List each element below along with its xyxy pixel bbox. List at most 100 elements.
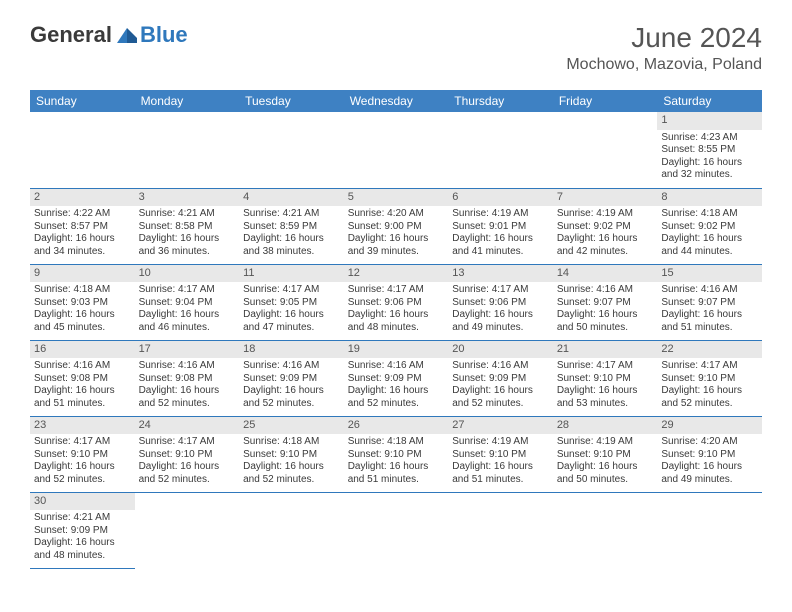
calendar-day-cell: 8Sunrise: 4:18 AMSunset: 9:02 PMDaylight… bbox=[657, 188, 762, 264]
weekday-header-row: SundayMondayTuesdayWednesdayThursdayFrid… bbox=[30, 90, 762, 112]
day-info-line: Daylight: 16 hours bbox=[34, 233, 131, 246]
day-number: 8 bbox=[657, 189, 762, 207]
day-info-line: Sunrise: 4:22 AM bbox=[34, 208, 131, 221]
day-info-line: Daylight: 16 hours bbox=[34, 461, 131, 474]
day-number: 17 bbox=[135, 341, 240, 359]
day-info-line: Sunrise: 4:17 AM bbox=[243, 284, 340, 297]
calendar-body: 1Sunrise: 4:23 AMSunset: 8:55 PMDaylight… bbox=[30, 112, 762, 568]
day-number: 16 bbox=[30, 341, 135, 359]
calendar-day-cell: 14Sunrise: 4:16 AMSunset: 9:07 PMDayligh… bbox=[553, 264, 658, 340]
day-info-line: Sunrise: 4:18 AM bbox=[243, 436, 340, 449]
day-number: 22 bbox=[657, 341, 762, 359]
day-number: 25 bbox=[239, 417, 344, 435]
day-info-line: and 39 minutes. bbox=[348, 246, 445, 259]
day-info-line: Sunset: 9:08 PM bbox=[34, 373, 131, 386]
day-number: 30 bbox=[30, 493, 135, 511]
day-info-line: Sunrise: 4:17 AM bbox=[661, 360, 758, 373]
day-info-line: Daylight: 16 hours bbox=[243, 233, 340, 246]
day-info-line: Sunrise: 4:17 AM bbox=[452, 284, 549, 297]
calendar-day-cell bbox=[553, 112, 658, 188]
day-info-line: and 51 minutes. bbox=[661, 322, 758, 335]
day-info-line: Daylight: 16 hours bbox=[661, 309, 758, 322]
day-info-line: Daylight: 16 hours bbox=[34, 385, 131, 398]
day-info-line: Sunset: 9:06 PM bbox=[452, 297, 549, 310]
day-info-line: Daylight: 16 hours bbox=[557, 385, 654, 398]
calendar-day-cell bbox=[344, 112, 449, 188]
day-info-line: Daylight: 16 hours bbox=[243, 385, 340, 398]
day-info-line: Sunset: 9:03 PM bbox=[34, 297, 131, 310]
day-info-line: Sunrise: 4:23 AM bbox=[661, 132, 758, 145]
day-info-line: and 52 minutes. bbox=[661, 398, 758, 411]
day-info-line: Sunrise: 4:20 AM bbox=[661, 436, 758, 449]
day-info-line: and 49 minutes. bbox=[452, 322, 549, 335]
calendar-day-cell: 12Sunrise: 4:17 AMSunset: 9:06 PMDayligh… bbox=[344, 264, 449, 340]
day-number: 5 bbox=[344, 189, 449, 207]
calendar-day-cell bbox=[448, 492, 553, 568]
day-info-line: and 52 minutes. bbox=[348, 398, 445, 411]
calendar-day-cell: 15Sunrise: 4:16 AMSunset: 9:07 PMDayligh… bbox=[657, 264, 762, 340]
calendar-day-cell: 13Sunrise: 4:17 AMSunset: 9:06 PMDayligh… bbox=[448, 264, 553, 340]
calendar-day-cell bbox=[135, 492, 240, 568]
day-info-line: Sunrise: 4:21 AM bbox=[34, 512, 131, 525]
calendar-week-row: 16Sunrise: 4:16 AMSunset: 9:08 PMDayligh… bbox=[30, 340, 762, 416]
calendar-day-cell: 17Sunrise: 4:16 AMSunset: 9:08 PMDayligh… bbox=[135, 340, 240, 416]
day-info-line: and 38 minutes. bbox=[243, 246, 340, 259]
calendar-day-cell bbox=[448, 112, 553, 188]
calendar-day-cell: 19Sunrise: 4:16 AMSunset: 9:09 PMDayligh… bbox=[344, 340, 449, 416]
day-info-line: Sunset: 9:09 PM bbox=[34, 525, 131, 538]
calendar-day-cell bbox=[135, 112, 240, 188]
day-info-line: Sunset: 9:02 PM bbox=[557, 221, 654, 234]
day-info-line: Sunrise: 4:16 AM bbox=[34, 360, 131, 373]
weekday-header: Sunday bbox=[30, 90, 135, 112]
calendar-day-cell: 6Sunrise: 4:19 AMSunset: 9:01 PMDaylight… bbox=[448, 188, 553, 264]
day-info-line: Daylight: 16 hours bbox=[139, 233, 236, 246]
day-number: 27 bbox=[448, 417, 553, 435]
day-info-line: Sunset: 9:07 PM bbox=[661, 297, 758, 310]
day-info-line: and 52 minutes. bbox=[139, 398, 236, 411]
day-info-line: and 36 minutes. bbox=[139, 246, 236, 259]
day-number: 9 bbox=[30, 265, 135, 283]
day-info-line: Sunrise: 4:17 AM bbox=[34, 436, 131, 449]
day-info-line: Sunrise: 4:20 AM bbox=[348, 208, 445, 221]
day-info-line: and 52 minutes. bbox=[243, 398, 340, 411]
day-info-line: Sunrise: 4:21 AM bbox=[243, 208, 340, 221]
day-info-line: and 51 minutes. bbox=[452, 474, 549, 487]
header: General Blue June 2024 Mochowo, Mazovia,… bbox=[0, 0, 792, 82]
day-info-line: and 51 minutes. bbox=[348, 474, 445, 487]
calendar-day-cell: 2Sunrise: 4:22 AMSunset: 8:57 PMDaylight… bbox=[30, 188, 135, 264]
calendar-day-cell: 20Sunrise: 4:16 AMSunset: 9:09 PMDayligh… bbox=[448, 340, 553, 416]
calendar-day-cell: 10Sunrise: 4:17 AMSunset: 9:04 PMDayligh… bbox=[135, 264, 240, 340]
day-info-line: and 50 minutes. bbox=[557, 322, 654, 335]
day-info-line: and 46 minutes. bbox=[139, 322, 236, 335]
day-info-line: and 32 minutes. bbox=[661, 169, 758, 182]
day-info-line: Daylight: 16 hours bbox=[557, 309, 654, 322]
day-info-line: Sunset: 9:07 PM bbox=[557, 297, 654, 310]
calendar-day-cell: 22Sunrise: 4:17 AMSunset: 9:10 PMDayligh… bbox=[657, 340, 762, 416]
calendar-day-cell: 11Sunrise: 4:17 AMSunset: 9:05 PMDayligh… bbox=[239, 264, 344, 340]
calendar-day-cell: 21Sunrise: 4:17 AMSunset: 9:10 PMDayligh… bbox=[553, 340, 658, 416]
weekday-header: Friday bbox=[553, 90, 658, 112]
day-number: 23 bbox=[30, 417, 135, 435]
day-info-line: Sunset: 9:10 PM bbox=[452, 449, 549, 462]
calendar-day-cell: 26Sunrise: 4:18 AMSunset: 9:10 PMDayligh… bbox=[344, 416, 449, 492]
calendar-day-cell bbox=[344, 492, 449, 568]
day-number: 7 bbox=[553, 189, 658, 207]
day-info-line: Daylight: 16 hours bbox=[452, 385, 549, 398]
day-info-line: Sunset: 9:10 PM bbox=[139, 449, 236, 462]
day-info-line: Sunset: 9:09 PM bbox=[348, 373, 445, 386]
location-text: Mochowo, Mazovia, Poland bbox=[566, 56, 762, 74]
calendar-week-row: 2Sunrise: 4:22 AMSunset: 8:57 PMDaylight… bbox=[30, 188, 762, 264]
day-info-line: Sunset: 9:00 PM bbox=[348, 221, 445, 234]
day-info-line: Daylight: 16 hours bbox=[557, 461, 654, 474]
calendar-day-cell bbox=[657, 492, 762, 568]
calendar-day-cell: 4Sunrise: 4:21 AMSunset: 8:59 PMDaylight… bbox=[239, 188, 344, 264]
day-number: 11 bbox=[239, 265, 344, 283]
day-info-line: and 49 minutes. bbox=[661, 474, 758, 487]
logo-triangle-icon bbox=[116, 26, 138, 44]
day-info-line: Sunset: 9:10 PM bbox=[557, 373, 654, 386]
calendar-day-cell bbox=[239, 492, 344, 568]
day-info-line: Daylight: 16 hours bbox=[348, 309, 445, 322]
day-number: 29 bbox=[657, 417, 762, 435]
day-info-line: Sunset: 9:10 PM bbox=[661, 373, 758, 386]
calendar-day-cell bbox=[30, 112, 135, 188]
